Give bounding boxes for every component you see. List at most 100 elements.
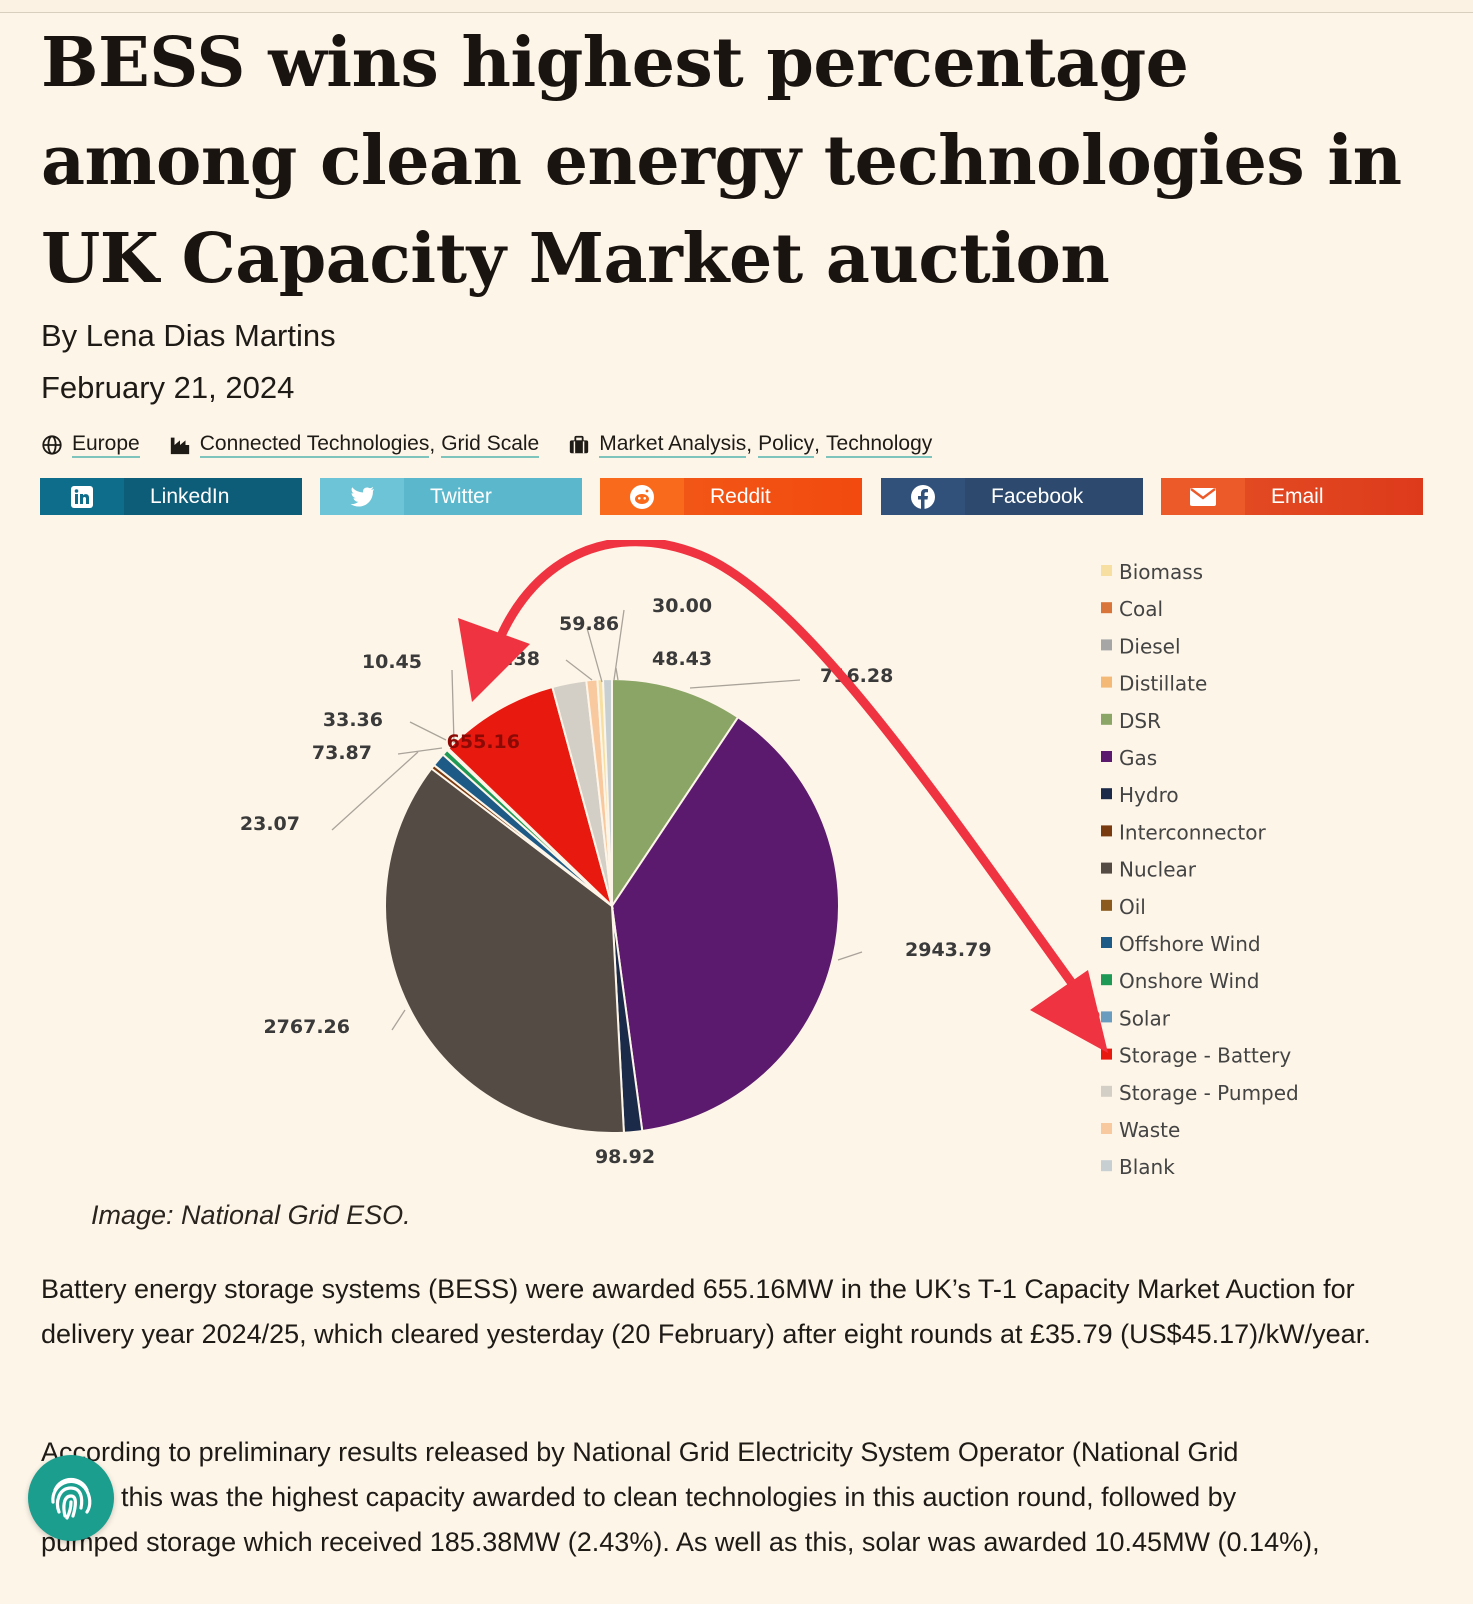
image-caption: Image: National Grid ESO.: [91, 1200, 411, 1230]
reddit-icon: [630, 484, 654, 509]
pie-data-label: 2943.79: [905, 939, 992, 961]
pie-leader-line: [331, 751, 419, 831]
twitter-icon: [350, 486, 374, 506]
legend-swatch: [1101, 676, 1112, 688]
legend-swatch: [1101, 1085, 1112, 1097]
paragraph-line: this was the highest capacity awarded to…: [121, 1482, 1237, 1512]
linkedin-icon: [71, 485, 93, 508]
top-bar: [0, 0, 1473, 13]
legend-label: Interconnector: [1119, 820, 1266, 844]
legend-label: Blank: [1119, 1155, 1175, 1179]
pie-leader-line: [586, 627, 603, 683]
legend-label: Distillate: [1119, 672, 1207, 696]
pie-slice-storage-battery: [447, 685, 614, 910]
separator: ,: [746, 433, 753, 456]
segment-link-connected-technologies[interactable]: Connected Technologies: [199, 432, 430, 458]
article-meta: Europe Connected Technologies , Grid Sca…: [40, 428, 960, 462]
legend-swatch: [1101, 937, 1112, 948]
legend-label: Solar: [1119, 1006, 1171, 1030]
legend-label: Oil: [1119, 895, 1146, 919]
legend-label: Gas: [1119, 746, 1157, 770]
share-label: Twitter: [404, 478, 582, 515]
legend-swatch: [1101, 751, 1112, 762]
pie-slice-gas: [610, 715, 840, 1133]
legend-label: Hydro: [1119, 783, 1179, 807]
share-reddit-button[interactable]: Reddit: [600, 478, 862, 515]
share-facebook-button[interactable]: Facebook: [881, 478, 1143, 515]
legend-swatch: [1101, 713, 1112, 725]
category-link-policy[interactable]: Policy: [758, 432, 815, 458]
category-group: Market Analysis , Policy , Technology: [567, 432, 933, 458]
region-group: Europe: [40, 432, 140, 458]
article-paragraph-1: Battery energy storage systems (BESS) we…: [41, 1274, 1371, 1349]
pie-leader-line: [837, 951, 863, 961]
share-icon-box: [600, 478, 684, 515]
annotation-arrowhead-chart: [458, 618, 530, 702]
paragraph-line: pumped storage which received 185.38MW (…: [41, 1527, 1320, 1557]
legend-swatch: [1101, 565, 1112, 576]
separator: ,: [814, 433, 821, 456]
share-linkedin-button[interactable]: LinkedIn: [40, 478, 302, 515]
annotation-arrowhead-legend: [1030, 970, 1108, 1053]
segment-group: Connected Technologies , Grid Scale: [168, 432, 540, 458]
legend-swatch: [1101, 1160, 1112, 1172]
share-icon-box: [320, 478, 404, 515]
legend-label: DSR: [1119, 709, 1161, 733]
fingerprint-chat-button[interactable]: [28, 1455, 114, 1541]
share-icon-box: [881, 478, 965, 515]
category-link-market-analysis[interactable]: Market Analysis: [599, 432, 747, 458]
pie-data-label: 23.07: [240, 813, 300, 835]
legend-label: Nuclear: [1119, 858, 1197, 882]
region-link[interactable]: Europe: [72, 432, 140, 458]
facebook-icon: [911, 484, 935, 509]
pie-leader-line: [451, 669, 455, 744]
briefcase-icon: [570, 435, 589, 454]
category-link-technology[interactable]: Technology: [826, 432, 933, 458]
share-label: Facebook: [965, 478, 1143, 515]
pie-leader-line: [615, 667, 619, 681]
legend-swatch: [1101, 1048, 1112, 1060]
globe-icon: [42, 435, 62, 455]
legend-swatch: [1101, 1011, 1112, 1023]
pie-data-label: 30.00: [652, 595, 712, 617]
share-label: Reddit: [684, 478, 862, 515]
share-label: LinkedIn: [124, 478, 302, 515]
legend-label: Onshore Wind: [1119, 969, 1259, 993]
pie-data-label: 10.45: [362, 651, 422, 673]
pie-data-label: 2767.26: [263, 1016, 350, 1038]
share-twitter-button[interactable]: Twitter: [320, 478, 582, 515]
legend-label: Diesel: [1119, 634, 1181, 658]
share-icon-box: [1161, 478, 1245, 515]
pie-data-label: 98.92: [595, 1146, 655, 1168]
pie-slice-blank: [601, 677, 613, 907]
legend-swatch: [1101, 1123, 1112, 1134]
legend-label: Offshore Wind: [1119, 932, 1261, 956]
pie-leader-line: [409, 721, 447, 741]
pie-leader-line: [565, 659, 593, 681]
annotation-arrow-curve: [487, 540, 1100, 1020]
legend-swatch: [1101, 862, 1112, 874]
separator: ,: [429, 433, 436, 456]
legend-label: Coal: [1119, 597, 1163, 621]
legend-label: Waste: [1119, 1118, 1180, 1142]
pie-data-label: 48.43: [652, 648, 712, 670]
share-email-button[interactable]: Email: [1161, 478, 1423, 515]
legend-label: Biomass: [1119, 560, 1203, 584]
pie-data-label: 59.86: [559, 613, 619, 635]
factory-icon: [170, 437, 189, 455]
paragraph-line: According to preliminary results release…: [41, 1437, 1239, 1467]
legend-label: Storage - Battery: [1119, 1044, 1291, 1068]
fingerprint-icon: [51, 1477, 92, 1520]
pie-leader-line: [391, 1009, 406, 1031]
segment-link-grid-scale[interactable]: Grid Scale: [441, 432, 540, 458]
pie-data-label: 655.16: [447, 731, 520, 753]
article-paragraph-2: According to preliminary results release…: [41, 1430, 1441, 1565]
share-label: Email: [1245, 478, 1423, 515]
email-icon: [1190, 487, 1216, 506]
pie-slice-nuclear: [383, 767, 625, 1135]
legend-swatch: [1101, 899, 1112, 911]
pie-data-label: 33.36: [323, 709, 383, 731]
pie-leader-line: [689, 679, 801, 689]
legend-label: Storage - Pumped: [1119, 1081, 1299, 1105]
legend-swatch: [1101, 639, 1112, 651]
